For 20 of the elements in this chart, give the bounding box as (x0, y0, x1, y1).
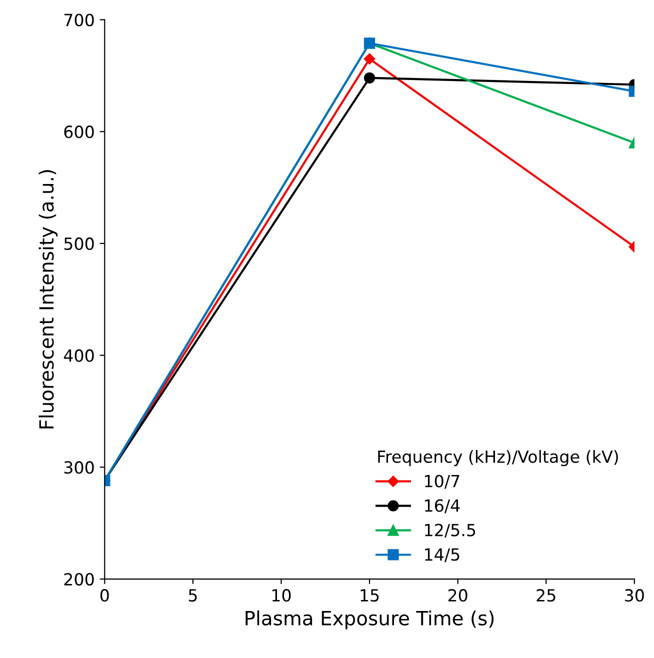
x-tick-label: 0 (100, 589, 109, 602)
x-tick-label: 5 (188, 589, 197, 602)
x-tick-label: 15 (360, 589, 379, 602)
y-tick-label: 600 (64, 126, 94, 138)
y-axis-title: Fluorescent Intensity (a.u.) (38, 170, 58, 428)
legend-label: 14/5 (425, 548, 460, 562)
x-tick-label: 20 (448, 589, 468, 602)
y-tick-label: 700 (64, 14, 94, 26)
x-tick-label: 30 (625, 589, 644, 602)
y-tick-label: 200 (64, 573, 94, 586)
y-tick-label: 400 (64, 349, 94, 362)
legend-label: 16/4 (425, 499, 460, 514)
legend-label: 12/5.5 (425, 524, 476, 538)
x-tick-label: 10 (272, 589, 291, 602)
y-tick-label: 300 (64, 461, 94, 474)
legend-label: 10/7 (425, 474, 460, 489)
x-tick-label: 25 (536, 589, 556, 602)
y-tick-label: 500 (64, 237, 94, 250)
legend-title: Frequency (kHz)/Voltage (kV) (378, 450, 618, 466)
x-axis-title: Plasma Exposure Time (s) (246, 610, 494, 630)
